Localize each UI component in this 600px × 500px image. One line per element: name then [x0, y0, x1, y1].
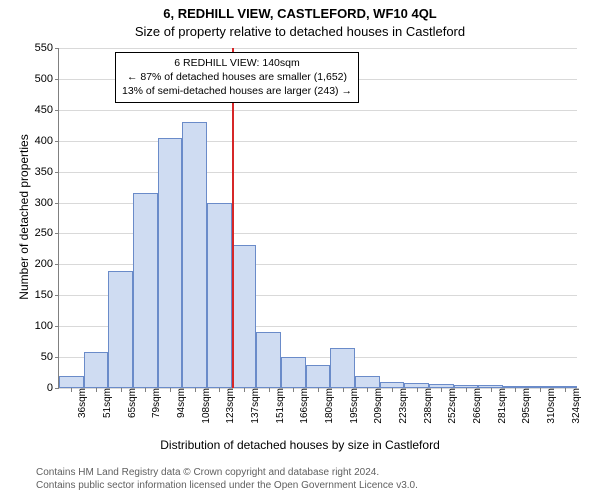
xtick-label: 281sqm: [491, 388, 508, 424]
histogram-bar: [84, 352, 109, 388]
ytick-label: 0: [47, 382, 59, 394]
histogram-bar: [59, 376, 84, 388]
xtick-label: 65sqm: [121, 388, 138, 418]
gridline: [59, 172, 577, 173]
ytick-label: 400: [35, 135, 59, 147]
xtick-label: 36sqm: [71, 388, 88, 418]
xtick-label: 166sqm: [293, 388, 310, 424]
chart-plot-area: 05010015020025030035040045050055036sqm51…: [58, 48, 577, 389]
gridline: [59, 141, 577, 142]
gridline: [59, 48, 577, 49]
ytick-label: 450: [35, 104, 59, 116]
xtick-label: 324sqm: [565, 388, 582, 424]
histogram-bar: [355, 376, 380, 388]
annotation-line: ← 87% of detached houses are smaller (1,…: [122, 70, 352, 84]
gridline: [59, 110, 577, 111]
xtick-label: 238sqm: [417, 388, 434, 424]
histogram-bar: [330, 348, 355, 388]
chart-title-sub: Size of property relative to detached ho…: [0, 24, 600, 39]
xtick-label: 151sqm: [269, 388, 286, 424]
histogram-bar: [232, 245, 257, 388]
xtick-label: 137sqm: [244, 388, 261, 424]
xtick-label: 252sqm: [441, 388, 458, 424]
xtick-label: 295sqm: [515, 388, 532, 424]
xtick-label: 266sqm: [466, 388, 483, 424]
ytick-label: 100: [35, 320, 59, 332]
histogram-bar: [182, 122, 207, 388]
histogram-bar: [108, 271, 133, 388]
y-axis-label: Number of detached properties: [17, 127, 31, 307]
xtick-label: 223sqm: [392, 388, 409, 424]
footer-line-1: Contains HM Land Registry data © Crown c…: [36, 466, 418, 479]
annotation-box: 6 REDHILL VIEW: 140sqm← 87% of detached …: [115, 52, 359, 103]
xtick-label: 123sqm: [219, 388, 236, 424]
xtick-label: 79sqm: [145, 388, 162, 418]
xtick-label: 51sqm: [96, 388, 113, 418]
x-axis-label: Distribution of detached houses by size …: [0, 438, 600, 452]
ytick-label: 500: [35, 73, 59, 85]
footer-line-2: Contains public sector information licen…: [36, 479, 418, 492]
histogram-bar: [256, 332, 281, 388]
ytick-label: 550: [35, 42, 59, 54]
xtick-label: 108sqm: [195, 388, 212, 424]
ytick-label: 300: [35, 197, 59, 209]
annotation-line: 6 REDHILL VIEW: 140sqm: [122, 56, 352, 70]
chart-title-main: 6, REDHILL VIEW, CASTLEFORD, WF10 4QL: [0, 6, 600, 21]
xtick-label: 94sqm: [170, 388, 187, 418]
histogram-bar: [281, 357, 306, 388]
ytick-label: 150: [35, 289, 59, 301]
histogram-bar: [306, 365, 331, 388]
histogram-bar: [207, 203, 232, 388]
xtick-label: 209sqm: [367, 388, 384, 424]
histogram-bar: [133, 193, 158, 388]
annotation-line: 13% of semi-detached houses are larger (…: [122, 84, 352, 98]
xtick-label: 180sqm: [318, 388, 335, 424]
ytick-label: 350: [35, 166, 59, 178]
ytick-label: 200: [35, 258, 59, 270]
xtick-label: 310sqm: [540, 388, 557, 424]
footer-attribution: Contains HM Land Registry data © Crown c…: [36, 466, 418, 492]
xtick-label: 195sqm: [343, 388, 360, 424]
ytick-label: 250: [35, 227, 59, 239]
histogram-bar: [158, 138, 183, 388]
ytick-label: 50: [41, 351, 59, 363]
